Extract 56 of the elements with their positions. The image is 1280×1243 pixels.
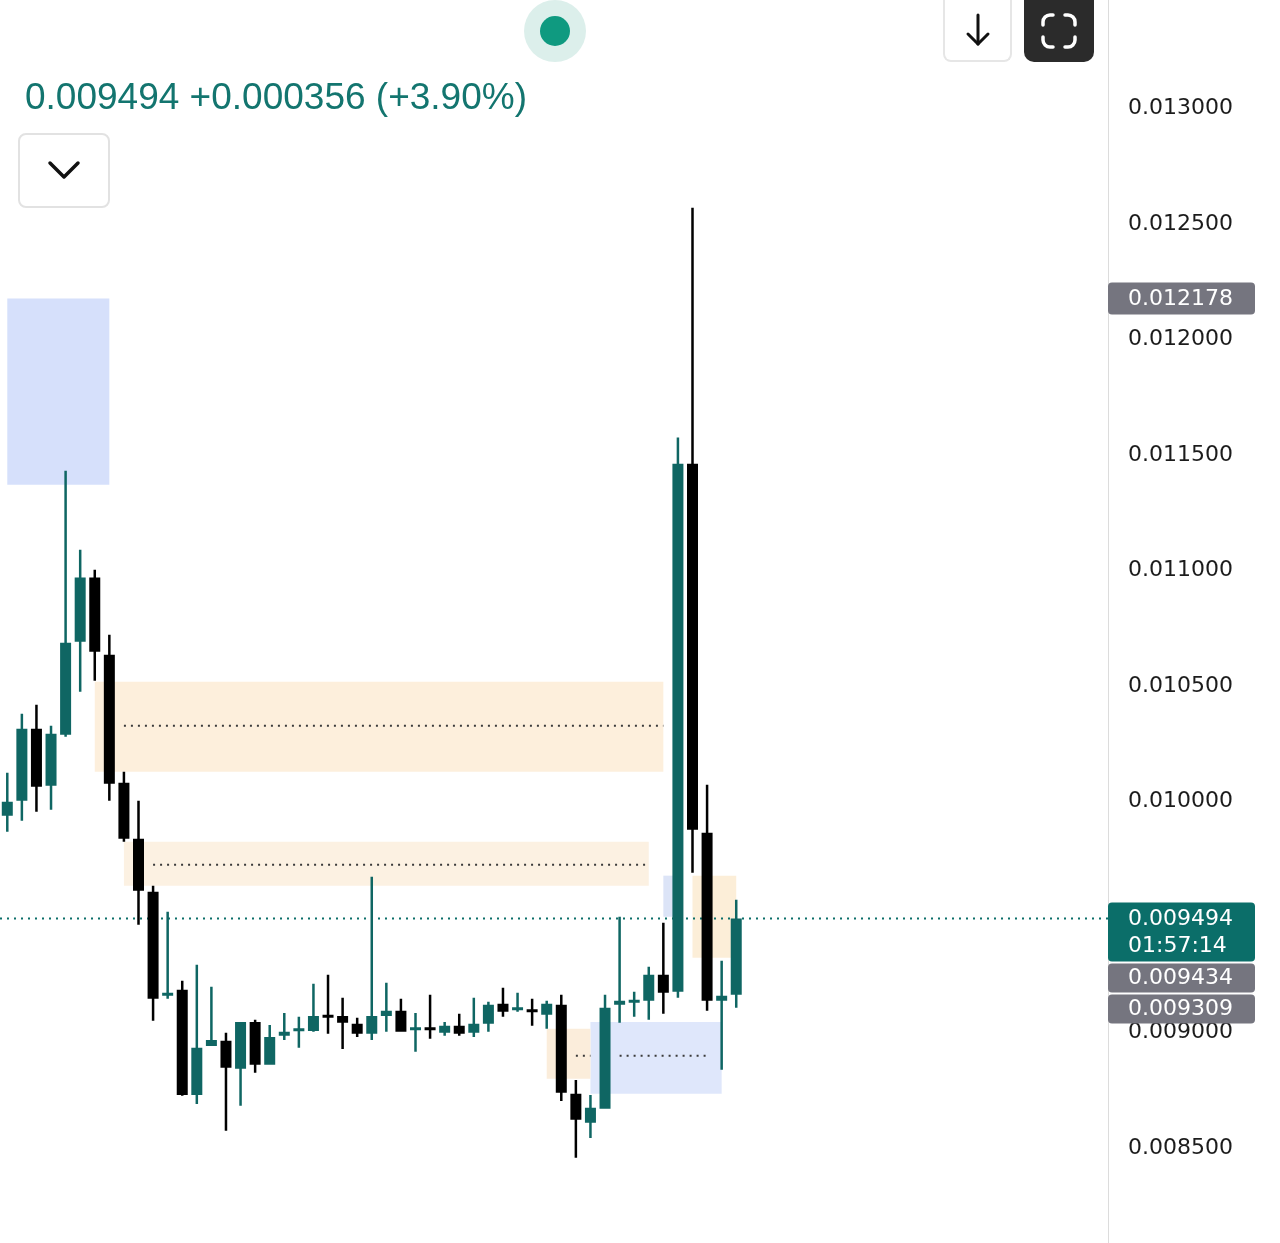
- y-tick-label: 0.010000: [1128, 787, 1233, 813]
- candlestick: [45, 725, 57, 810]
- candlestick: [351, 1017, 363, 1037]
- text: 0.009309: [1128, 995, 1233, 1021]
- candlestick: [482, 1001, 494, 1032]
- y-tick-label: 0.011500: [1128, 440, 1233, 466]
- candlestick: [380, 982, 392, 1032]
- candlestick: [205, 986, 217, 1046]
- candlestick: [264, 1024, 276, 1065]
- candlestick: [147, 885, 159, 1021]
- candlestick: [687, 207, 698, 873]
- candlestick: [103, 634, 115, 801]
- candlestick: [701, 784, 713, 1011]
- candlestick: [541, 1000, 553, 1029]
- candlestick: [1, 772, 13, 832]
- candlestick: [453, 1013, 465, 1036]
- text: 01:57:14: [1128, 932, 1227, 958]
- candlestick: [584, 1094, 596, 1138]
- ref-line-label: 0.009494: [1128, 905, 1233, 931]
- candlestick: [89, 569, 101, 681]
- y-tick-label: 0.013000: [1128, 94, 1233, 120]
- candlestick: [118, 771, 130, 842]
- candlestick: [672, 437, 684, 998]
- candlestick: [249, 1019, 261, 1073]
- text: 0.009434: [1128, 964, 1233, 990]
- candlestick: [555, 994, 567, 1101]
- candlestick: [570, 1079, 582, 1158]
- candlestick: [191, 964, 203, 1104]
- candlestick: [512, 992, 524, 1012]
- candlestick: [60, 470, 72, 737]
- candlestick: [16, 713, 28, 821]
- y-tick-label: 0.008500: [1128, 1133, 1233, 1159]
- candlestick: [307, 983, 319, 1032]
- y-tick-label: 0.012000: [1128, 325, 1233, 351]
- candlestick: [74, 549, 86, 692]
- candlestick: [220, 1032, 232, 1131]
- candlestick: [657, 922, 669, 1014]
- candlestick: [468, 997, 480, 1037]
- y-tick-label: 0.010500: [1128, 671, 1233, 697]
- candlestick: [176, 980, 188, 1096]
- candlestick: [235, 1021, 247, 1106]
- text: 0.009494 +0.000356 (+3.90%): [25, 76, 527, 118]
- candlestick: [497, 987, 509, 1017]
- y-tick-label: 0.011000: [1128, 556, 1233, 582]
- candlestick: [395, 998, 407, 1032]
- candlestick: [643, 966, 655, 1020]
- candlestick: [439, 1021, 451, 1036]
- candlestick: [337, 997, 349, 1049]
- candlestick: [716, 960, 728, 1070]
- candlestick: [410, 1012, 421, 1052]
- text: 0.012178: [1128, 285, 1233, 311]
- candlestick: [133, 800, 144, 925]
- y-tick-label: 0.012500: [1128, 209, 1233, 235]
- candlestick: [30, 704, 42, 812]
- candlestick: [599, 994, 611, 1109]
- candlestick: [278, 1012, 290, 1040]
